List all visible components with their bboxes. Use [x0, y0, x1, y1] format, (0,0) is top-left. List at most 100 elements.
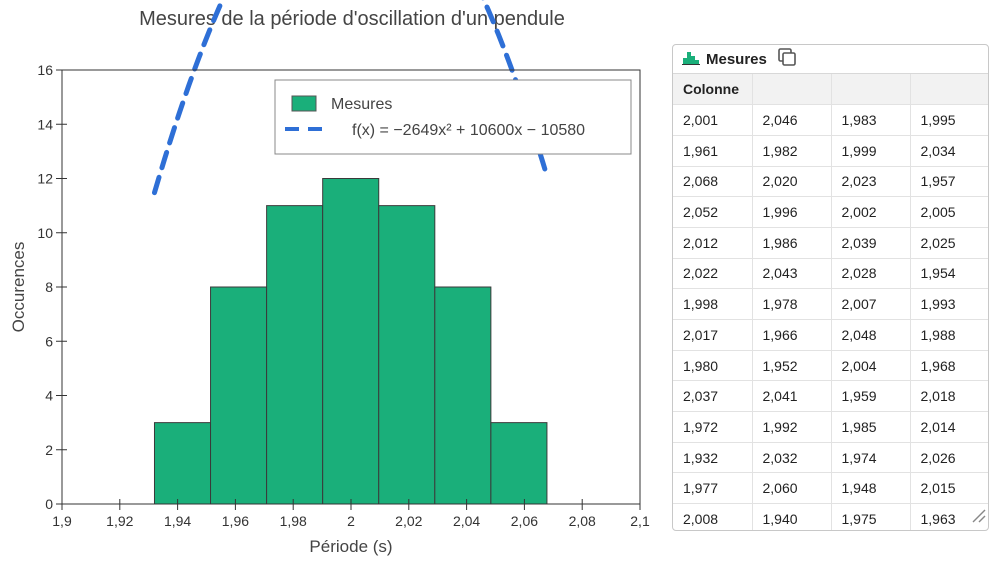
table-cell[interactable]: 1,985 — [831, 411, 911, 443]
table-cell[interactable]: 1,968 — [910, 350, 988, 382]
table-cell[interactable]: 1,966 — [752, 319, 832, 351]
x-tick-label: 1,98 — [280, 513, 307, 529]
table-cell[interactable]: 2,041 — [752, 380, 832, 413]
table-cell[interactable]: 1,992 — [752, 411, 832, 443]
table-cell[interactable]: 1,988 — [910, 319, 988, 351]
table-cell[interactable]: 1,972 — [673, 411, 753, 443]
table-cell[interactable]: 2,060 — [752, 472, 832, 505]
table-cell[interactable]: 2,022 — [673, 258, 753, 290]
table-cell[interactable]: 2,007 — [831, 288, 911, 320]
table-cell[interactable]: 1,980 — [673, 350, 753, 382]
column-header[interactable] — [831, 74, 911, 106]
table-cell[interactable]: 1,957 — [910, 166, 988, 198]
legend-label-curve: f(x) = −2649x² + 10600x − 10580 — [352, 122, 585, 139]
table-cell[interactable]: 2,001 — [673, 104, 753, 136]
table-cell[interactable]: 1,975 — [831, 503, 911, 530]
table-row: 2,012 1,986 2,039 2,025 — [673, 227, 988, 259]
y-tick-label: 0 — [45, 496, 53, 512]
axes-layer: 1,9 1,92 1,94 1,96 1,98 2 2,02 2,04 2,06 2,08 2,1 0… — [37, 62, 650, 529]
x-axis-label: Période (s) — [309, 537, 392, 556]
table-cell[interactable]: 2,005 — [910, 196, 988, 228]
measurements-table: Colonne 2,001 2,046 1,983 1,995 1,961 1,982 1,… — [673, 74, 988, 530]
legend-box — [274, 79, 632, 155]
legend-label-bars: Mesures — [331, 96, 392, 113]
table-cell[interactable]: 2,046 — [752, 104, 832, 136]
y-tick-label: 14 — [37, 116, 53, 132]
table-row: 2,017 1,966 2,048 1,988 — [673, 319, 988, 351]
table-cell[interactable]: 2,002 — [831, 196, 911, 228]
histogram-chart: 1,9 1,92 1,94 1,96 1,98 2 2,02 2,04 2,06 2,08 2,1 0… — [9, 0, 650, 556]
table-cell[interactable]: 2,018 — [910, 380, 988, 413]
y-tick-label: 6 — [45, 333, 53, 349]
y-tick-label: 10 — [37, 225, 53, 241]
histogram-bar — [153, 422, 212, 505]
table-cell[interactable]: 1,961 — [673, 135, 753, 167]
table-cell[interactable]: 1,954 — [910, 258, 988, 290]
table-cell[interactable]: 2,025 — [910, 227, 988, 259]
bars-layer — [153, 178, 548, 505]
table-cell[interactable]: 1,983 — [831, 104, 911, 136]
table-cell[interactable]: 1,995 — [910, 104, 988, 136]
x-tick-label: 2 — [347, 513, 355, 529]
table-cell[interactable]: 1,998 — [673, 288, 753, 320]
table-cell[interactable]: 2,017 — [673, 319, 753, 351]
bar-chart-icon — [682, 49, 700, 70]
table-cell[interactable]: 2,012 — [673, 227, 753, 259]
table-cell[interactable]: 1,977 — [673, 472, 753, 505]
copy-icon[interactable] — [777, 47, 797, 72]
table-row: 1,998 1,978 2,007 1,993 — [673, 288, 988, 320]
table-cell[interactable]: 1,948 — [831, 472, 911, 505]
column-header[interactable]: Colonne — [673, 74, 753, 106]
table-cell[interactable]: 2,028 — [831, 258, 911, 290]
table-cell[interactable]: 2,039 — [831, 227, 911, 259]
table-cell[interactable]: 2,032 — [752, 442, 832, 474]
table-row: 2,001 2,046 1,983 1,995 — [673, 104, 988, 136]
table-cell[interactable]: 2,014 — [910, 411, 988, 443]
histogram-bar — [434, 286, 492, 505]
chart-title: Mesures de la période d'oscillation d'un… — [139, 8, 565, 30]
table-row: 2,022 2,043 2,028 1,954 — [673, 258, 988, 290]
x-tick-label: 1,92 — [106, 513, 133, 529]
table-row: 2,008 1,940 1,975 1,963 — [673, 503, 988, 530]
legend: Mesures f(x) = −2649x² + 10600x − 10580 — [274, 79, 632, 155]
table-cell[interactable]: 1,982 — [752, 135, 832, 167]
table-cell[interactable]: 1,974 — [831, 442, 911, 474]
table-cell[interactable]: 2,037 — [673, 380, 753, 413]
y-tick-label: 8 — [45, 279, 53, 295]
table-cell[interactable]: 1,940 — [752, 503, 832, 530]
table-cell[interactable]: 2,004 — [831, 350, 911, 382]
x-tick-label: 2,1 — [630, 513, 650, 529]
curve-layer — [151, 0, 551, 196]
column-header[interactable] — [752, 74, 832, 106]
x-tick-label: 2,06 — [511, 513, 538, 529]
table-header-row: Colonne — [673, 74, 988, 106]
table-cell[interactable]: 2,043 — [752, 258, 832, 290]
table-cell[interactable]: 1,993 — [910, 288, 988, 320]
x-tick-label: 1,96 — [222, 513, 249, 529]
table-cell[interactable]: 1,986 — [752, 227, 832, 259]
table-cell[interactable]: 2,023 — [831, 166, 911, 198]
resize-handle-icon[interactable] — [970, 507, 986, 528]
table-cell[interactable]: 1,999 — [831, 135, 911, 167]
table-cell[interactable]: 2,052 — [673, 196, 753, 228]
table-cell[interactable]: 2,034 — [910, 135, 988, 167]
table-cell[interactable]: 2,008 — [673, 503, 753, 530]
table-cell[interactable]: 1,952 — [752, 350, 832, 382]
table-cell[interactable]: 2,048 — [831, 319, 911, 351]
table-cell[interactable]: 2,026 — [910, 442, 988, 474]
table-cell[interactable]: 2,068 — [673, 166, 753, 198]
table-cell[interactable]: 1,996 — [752, 196, 832, 228]
table-row: 1,972 1,992 1,985 2,014 — [673, 411, 988, 443]
table-cell[interactable]: 1,963 — [910, 503, 988, 530]
table-cell[interactable]: 2,015 — [910, 472, 988, 505]
table-cell[interactable]: 1,959 — [831, 380, 911, 413]
column-header[interactable] — [910, 74, 988, 106]
histogram-bar — [210, 286, 268, 505]
legend-swatch-bars — [291, 95, 317, 112]
y-tick-label: 2 — [45, 442, 53, 458]
y-axis-label: Occurences — [9, 242, 28, 333]
table-cell[interactable]: 1,932 — [673, 442, 753, 474]
table-cell[interactable]: 2,020 — [752, 166, 832, 198]
table-cell[interactable]: 1,978 — [752, 288, 832, 320]
y-tick-label: 12 — [37, 171, 53, 187]
